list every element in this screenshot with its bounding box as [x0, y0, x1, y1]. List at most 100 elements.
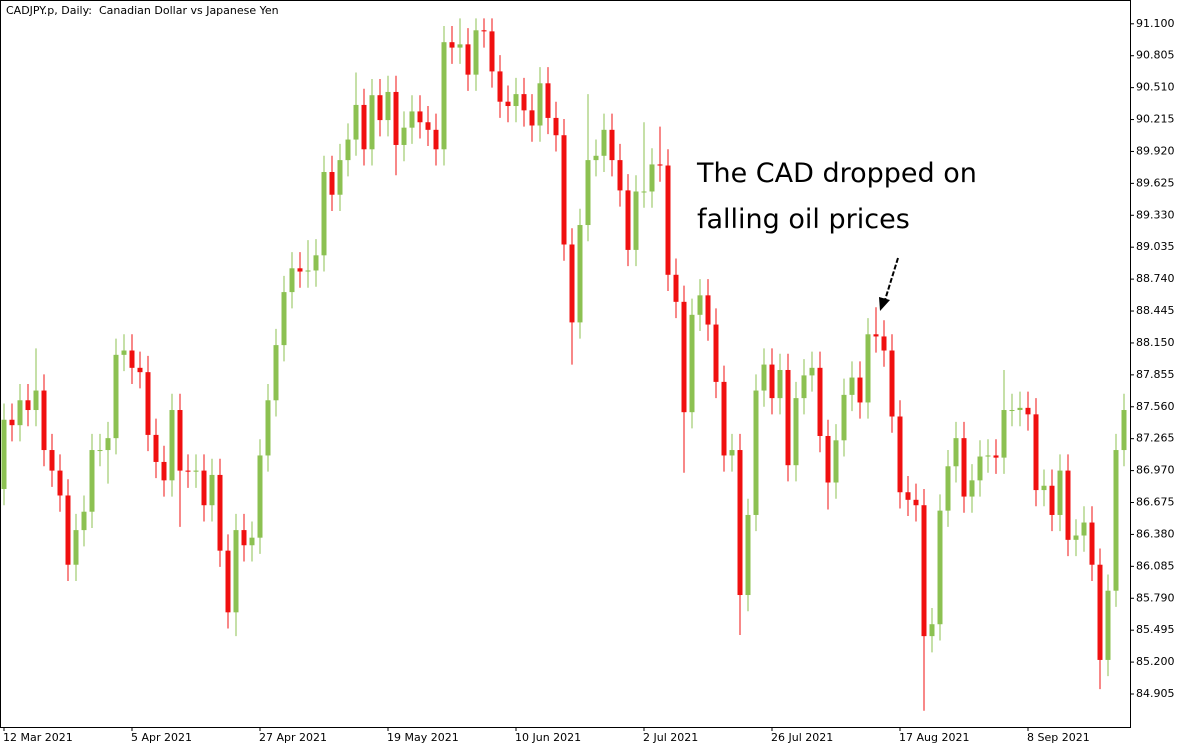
candle-body	[257, 455, 263, 538]
candle-body	[609, 129, 615, 161]
candle-body	[185, 470, 191, 472]
candle-body	[161, 461, 167, 481]
candle-body	[425, 122, 431, 130]
candle-body	[841, 394, 847, 441]
candle-body	[105, 438, 111, 451]
annotation: The CAD dropped on	[696, 158, 977, 189]
candle-body	[233, 530, 239, 613]
candle-body	[353, 104, 359, 140]
candle-body	[793, 398, 799, 466]
candle-body	[457, 44, 463, 48]
candle-body	[169, 410, 175, 481]
y-tick-label: 88.740	[1136, 272, 1175, 285]
candle-body	[377, 95, 383, 121]
candle-body	[713, 324, 719, 382]
candle-body	[737, 450, 743, 596]
candle-body	[1065, 470, 1071, 540]
x-tick-label: 19 May 2021	[387, 731, 459, 744]
candle-body	[217, 474, 223, 551]
candle-body	[673, 274, 679, 302]
candle-body	[945, 466, 951, 511]
candle-body	[265, 400, 271, 456]
y-tick-label: 86.675	[1136, 496, 1175, 509]
plot-frame	[0, 0, 1131, 728]
candle-body	[193, 470, 199, 472]
candle-body	[769, 364, 775, 399]
candle-body	[97, 450, 103, 452]
candle-body	[689, 314, 695, 413]
candle-body	[585, 160, 591, 226]
y-tick-label: 87.265	[1136, 432, 1175, 445]
candle-body	[145, 372, 151, 435]
candle-body	[649, 164, 655, 192]
x-tick-label: 17 Aug 2021	[899, 731, 969, 744]
candle-body	[449, 42, 455, 48]
y-tick-label: 87.855	[1136, 368, 1175, 381]
candle-body	[241, 530, 247, 546]
candle-body	[409, 111, 415, 128]
candle-body	[705, 295, 711, 325]
candle-body	[225, 550, 231, 613]
candle-body	[785, 369, 791, 466]
y-tick-label: 85.200	[1136, 655, 1175, 668]
candle-body	[601, 129, 607, 156]
y-tick-label: 91.100	[1136, 17, 1175, 30]
candle-body	[641, 191, 647, 193]
candle-body	[993, 455, 999, 458]
candle-body	[577, 225, 583, 323]
candle-body	[1121, 410, 1127, 451]
candle-body	[361, 104, 367, 150]
candle-body	[681, 301, 687, 413]
candle-body	[937, 510, 943, 625]
candle-body	[1113, 450, 1119, 591]
candle-body	[953, 438, 959, 467]
candle-body	[337, 160, 343, 195]
candle-body	[1041, 485, 1047, 491]
candle-body	[905, 492, 911, 500]
y-tick-label: 86.380	[1136, 527, 1175, 540]
x-tick-label: 10 Jun 2021	[515, 731, 581, 744]
candle-body	[985, 455, 991, 457]
candle-body	[753, 390, 759, 515]
y-tick-label: 89.330	[1136, 208, 1175, 221]
candle-body	[1001, 410, 1007, 458]
x-tick-label: 2 Jul 2021	[643, 731, 698, 744]
candle-body	[545, 83, 551, 118]
y-tick-label: 87.560	[1136, 400, 1175, 413]
candle-body	[441, 42, 447, 150]
candle-body	[1025, 407, 1031, 415]
candle-body	[281, 292, 287, 346]
candle-body	[721, 381, 727, 456]
candle-body	[129, 350, 135, 368]
candle-body	[121, 350, 127, 355]
candle-body	[329, 172, 335, 195]
candle-body	[401, 127, 407, 145]
candle-body	[961, 438, 967, 497]
x-tick-label: 12 Mar 2021	[3, 731, 73, 744]
candle-body	[393, 91, 399, 145]
candle-body	[633, 191, 639, 250]
candle-body	[289, 268, 295, 293]
chart-title: CADJPY.p, Daily: Canadian Dollar vs Japa…	[6, 4, 279, 17]
candle-body	[657, 164, 663, 166]
candle-body	[969, 480, 975, 497]
candle-body	[825, 435, 831, 483]
candle-body	[521, 94, 527, 111]
candle-body	[513, 94, 519, 107]
candle-body	[553, 117, 559, 136]
candle-body	[305, 270, 311, 272]
candle-body	[433, 129, 439, 150]
candle-body	[537, 83, 543, 126]
y-tick-label: 90.510	[1136, 81, 1175, 94]
candle-body	[1089, 522, 1095, 565]
candle-body	[273, 345, 279, 401]
candle-body	[1017, 407, 1023, 411]
candle-body	[209, 474, 215, 506]
candle-body	[417, 111, 423, 123]
candle-body	[17, 400, 23, 426]
candle-body	[33, 390, 39, 411]
candle-body	[369, 95, 375, 150]
candle-body	[873, 334, 879, 337]
y-tick-label: 86.970	[1136, 464, 1175, 477]
